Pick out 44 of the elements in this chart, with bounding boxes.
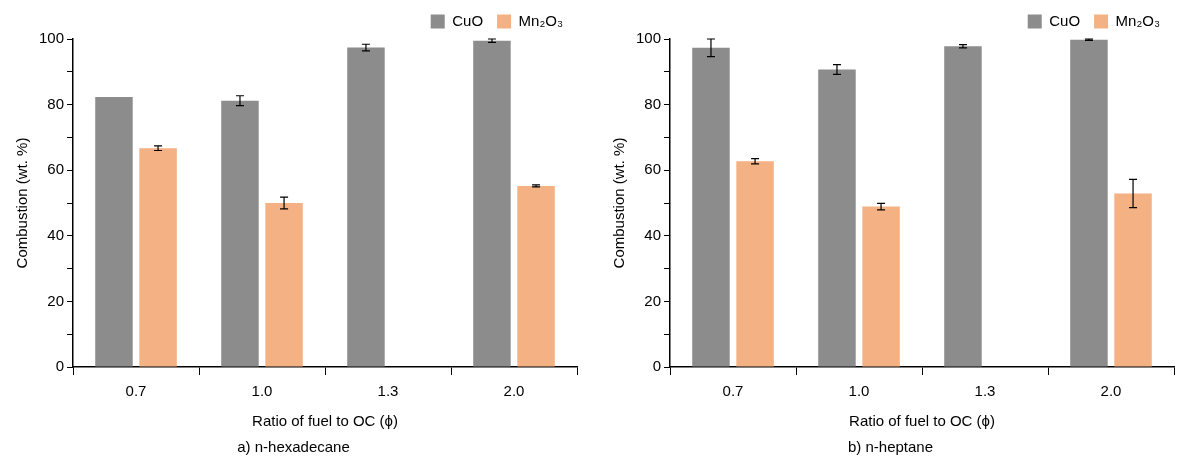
y-axis-title: Combustion (wt. %) [610, 137, 628, 269]
y-tick-label: 0 [652, 357, 662, 375]
x-tick-label: 1.0 [251, 382, 273, 400]
y-tick-label: 100 [39, 29, 65, 47]
bar [139, 148, 177, 367]
text: a) n-hexadecane [237, 438, 350, 456]
bar [944, 46, 982, 367]
y-tick-label: 0 [55, 357, 65, 375]
bar [862, 206, 900, 367]
y-tick-label: 40 [644, 225, 662, 243]
bar [95, 97, 133, 367]
bar [1114, 193, 1152, 367]
x-axis-title: Ratio of fuel to OC (ϕ) [252, 412, 398, 430]
y-tick-label: 20 [644, 291, 662, 309]
text: b) n-heptane [847, 438, 934, 456]
y-tick-label: 80 [47, 94, 65, 112]
x-tick-label: 2.0 [503, 382, 525, 400]
y-tick-label: 40 [47, 225, 65, 243]
y-tick-label: 60 [644, 160, 662, 178]
bar [517, 185, 555, 367]
y-tick-label: 80 [644, 94, 662, 112]
bar [347, 47, 385, 367]
bar [818, 69, 856, 367]
legend-label: Mn₂O₃ [518, 11, 563, 29]
bar [221, 100, 259, 367]
x-tick-label: 2.0 [1100, 382, 1122, 400]
y-tick-label: 60 [47, 160, 65, 178]
y-tick-label: 100 [636, 29, 662, 47]
bar [1070, 39, 1108, 367]
bar [692, 47, 730, 367]
x-tick-label: 1.0 [848, 382, 870, 400]
x-tick-label: 0.7 [125, 382, 147, 400]
bar [736, 161, 774, 367]
y-tick-label: 20 [47, 291, 65, 309]
legend-label: CuO [452, 11, 484, 29]
x-tick-label: 0.7 [722, 382, 744, 400]
legend-label: CuO [1049, 11, 1081, 29]
y-axis-title: Combustion (wt. %) [13, 137, 31, 269]
bar [473, 40, 511, 367]
x-tick-label: 1.3 [377, 382, 399, 400]
bar [265, 203, 303, 367]
legend-label: Mn₂O₃ [1115, 11, 1160, 29]
x-axis-title: Ratio of fuel to OC (ϕ) [849, 412, 995, 430]
x-tick-label: 1.3 [974, 382, 996, 400]
